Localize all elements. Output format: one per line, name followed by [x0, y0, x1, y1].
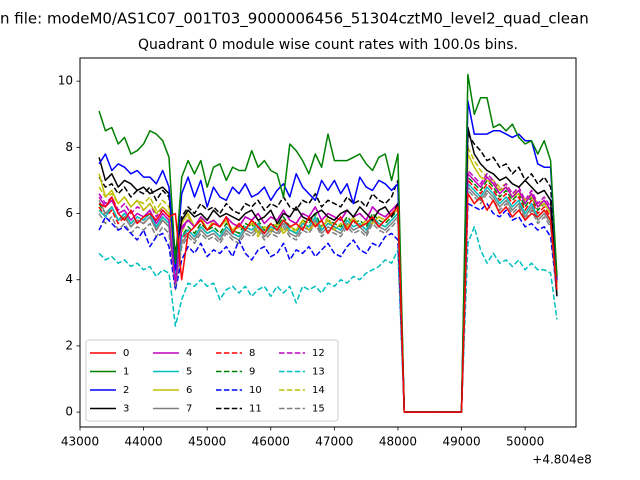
legend-label-10: 10 [249, 385, 262, 396]
plot-frame [79, 57, 577, 428]
x-tick-label: 49000 [442, 435, 480, 449]
figure-suptitle: n file: modeM0/AS1C07_001T03_9000006456_… [0, 10, 589, 29]
x-tick-label: 45000 [188, 435, 226, 449]
legend-label-11: 11 [249, 404, 262, 415]
legend-label-8: 8 [249, 348, 255, 359]
x-tick-label: 48000 [379, 435, 417, 449]
legend-label-9: 9 [249, 367, 255, 378]
series-line-4 [98, 173, 558, 413]
y-tick-label: 6 [65, 206, 73, 220]
legend-label-3: 3 [123, 404, 129, 415]
series-line-2 [98, 100, 558, 413]
legend-label-14: 14 [312, 385, 325, 396]
series-line-13 [98, 226, 558, 413]
x-tick-label: 43000 [61, 435, 99, 449]
series-line-0 [98, 192, 558, 413]
legend-label-1: 1 [123, 367, 129, 378]
legend-label-15: 15 [312, 404, 325, 415]
legend-label-6: 6 [186, 385, 192, 396]
legend-label-12: 12 [312, 348, 325, 359]
x-tick-label: 44000 [124, 435, 162, 449]
legend-label-0: 0 [123, 348, 129, 359]
x-tick-label: 47000 [315, 435, 353, 449]
y-tick-label: 10 [58, 74, 73, 88]
series-line-1 [98, 73, 558, 413]
plot-lines [98, 73, 558, 413]
legend-label-13: 13 [312, 367, 325, 378]
y-tick-label: 0 [65, 405, 73, 419]
y-tick-label: 4 [65, 272, 73, 286]
chart-title: Quadrant 0 module wise count rates with … [138, 37, 518, 53]
x-offset-label: +4.804e8 [532, 453, 591, 467]
y-tick-label: 2 [65, 338, 73, 352]
legend-label-4: 4 [186, 348, 192, 359]
axis-layer: 43000 44000 45000 46000 47000 48000 49000 50000… [58, 74, 545, 449]
legend-frame [85, 339, 339, 422]
legend-label-5: 5 [186, 367, 192, 378]
y-tick-label: 8 [65, 140, 73, 154]
legend-label-7: 7 [186, 404, 192, 415]
legend-label-2: 2 [123, 385, 129, 396]
x-tick-label: 50000 [506, 435, 544, 449]
x-tick-label: 46000 [252, 435, 290, 449]
